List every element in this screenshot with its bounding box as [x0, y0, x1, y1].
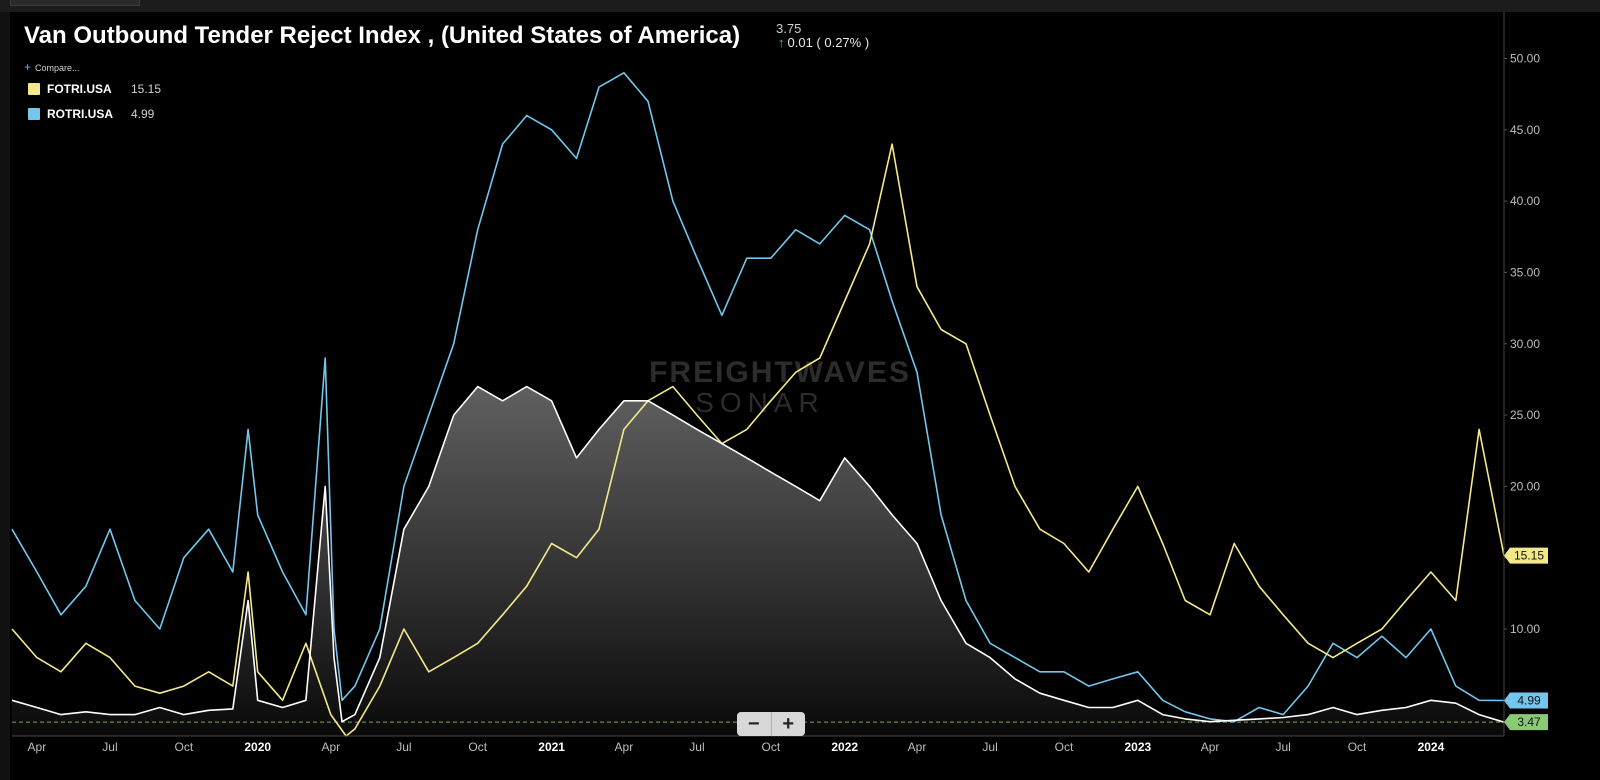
plus-icon: + — [24, 60, 32, 74]
y-tick-label: 40.00 — [1510, 194, 1540, 208]
zoom-control: − + — [737, 712, 805, 736]
x-tick-label: 2021 — [538, 740, 565, 754]
top-tab[interactable] — [10, 0, 140, 6]
up-arrow-icon: ↑ — [778, 35, 785, 50]
legend-item-rotri[interactable]: ROTRI.USA 4.99 — [28, 107, 154, 121]
x-tick-label: 2020 — [244, 740, 271, 754]
top-bar — [0, 0, 1600, 12]
legend-swatch — [28, 83, 40, 95]
x-tick-label: Oct — [468, 740, 487, 754]
plot-area[interactable] — [11, 72, 1505, 737]
x-tick-label: Apr — [615, 740, 634, 754]
x-tick-label: Oct — [1348, 740, 1367, 754]
x-tick-label: Jul — [689, 740, 704, 754]
x-tick-label: Jul — [1275, 740, 1290, 754]
header-change-text: 0.01 ( 0.27% ) — [787, 35, 870, 50]
x-tick-label: Apr — [908, 740, 927, 754]
legend-value: 4.99 — [131, 107, 155, 121]
end-value-text: 4.99 — [1517, 693, 1541, 707]
header-value: 3.75 — [776, 21, 802, 36]
watermark-line-1: FREIGHTWAVES — [649, 356, 911, 389]
compare-button[interactable]: + Compare... — [24, 60, 80, 74]
x-tick-label: 2023 — [1124, 740, 1151, 754]
y-tick-label: 50.00 — [1510, 52, 1540, 66]
zoom-out-button[interactable]: − — [737, 712, 772, 736]
y-tick-label: 10.00 — [1510, 622, 1540, 636]
zoom-in-button[interactable]: + — [782, 713, 795, 735]
x-tick-label: Apr — [28, 740, 47, 754]
header-change: ↑ 0.01 ( 0.27% ) — [778, 35, 869, 50]
end-value-badge — [1504, 547, 1548, 564]
x-tick-label: Oct — [1055, 740, 1074, 754]
legend-swatch — [28, 108, 40, 120]
y-tick-label: 20.00 — [1510, 479, 1540, 493]
area-fill — [12, 386, 1504, 736]
legend-item-fotri[interactable]: FOTRI.USA 15.15 — [28, 82, 161, 96]
watermark-line-2: SONAR — [695, 387, 825, 418]
series-line — [11, 385, 1505, 723]
x-tick-label: 2024 — [1418, 740, 1445, 754]
end-value-text: 15.15 — [1514, 549, 1544, 563]
end-value-tag: 15.15 — [1504, 547, 1548, 564]
series-line — [11, 143, 1505, 737]
y-tick-label: 45.00 — [1510, 123, 1540, 137]
end-value-badge — [1504, 714, 1548, 731]
x-tick-label: Jul — [982, 740, 997, 754]
end-value-tag: 3.47 — [1504, 714, 1548, 731]
chart-title: Van Outbound Tender Reject Index , (Unit… — [24, 22, 741, 49]
x-tick-label: Jul — [396, 740, 411, 754]
x-tick-label: Apr — [321, 740, 340, 754]
axes: 10.0015.0020.0025.0030.0035.0040.0045.00… — [12, 12, 1548, 754]
x-tick-label: Oct — [762, 740, 781, 754]
end-value-text: 3.47 — [1517, 715, 1541, 729]
end-value-badge — [1504, 692, 1548, 709]
x-tick-label: Oct — [175, 740, 194, 754]
x-tick-label: 2022 — [831, 740, 858, 754]
y-tick-label: 35.00 — [1510, 265, 1540, 279]
x-tick-label: Jul — [102, 740, 117, 754]
y-tick-label: 25.00 — [1510, 408, 1540, 422]
legend-name: ROTRI.USA — [47, 107, 113, 121]
series-line — [11, 72, 1505, 723]
x-tick-label: Apr — [1201, 740, 1220, 754]
legend-value: 15.15 — [131, 82, 162, 96]
y-tick-label: 30.00 — [1510, 337, 1540, 351]
compare-label: Compare... — [35, 63, 80, 73]
legend-name: FOTRI.USA — [47, 82, 112, 96]
left-edge — [0, 12, 10, 780]
end-value-tag: 4.99 — [1504, 692, 1548, 709]
